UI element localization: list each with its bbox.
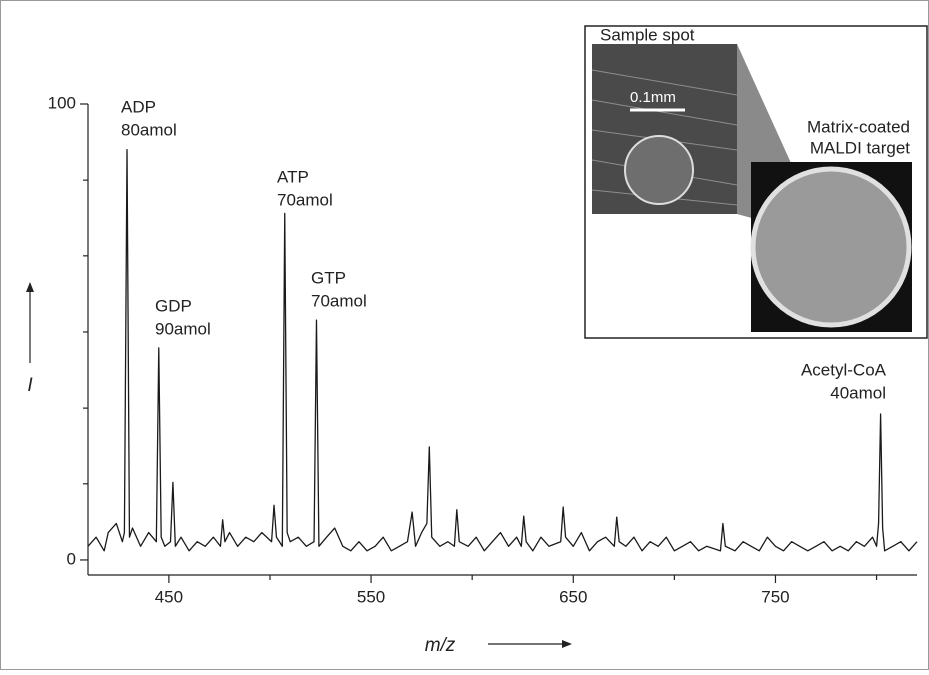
y-axis-arrowhead [26,282,34,292]
peak-label: 70amol [277,190,333,209]
inset-label: Matrix-coated [807,117,910,136]
peak-label: GTP [311,268,346,287]
peak-label: 70amol [311,291,367,310]
peak-label: 80amol [121,120,177,139]
peak-label: 90amol [155,319,211,338]
inset-label: Sample spot [600,25,695,44]
x-axis-arrowhead [562,640,572,648]
peak-label: ADP [121,97,156,116]
peak-label: ATP [277,167,309,186]
peak-label: 40amol [830,383,886,402]
scale-label: 0.1mm [630,89,676,106]
sample-spot [624,135,694,205]
y-tick-label: 100 [48,93,76,112]
peak-label: GDP [155,296,192,315]
x-tick-label: 750 [761,587,789,606]
inset: Sample spot 0.1mm Matrix-coated MALDI ta… [584,25,928,339]
target-disc [750,166,912,328]
x-tick-label: 550 [357,587,385,606]
inset-label: MALDI target [810,138,910,157]
spectrum-line [87,148,918,552]
x-tick-label: 650 [559,587,587,606]
peak-label: Acetyl-CoA [801,360,887,379]
x-axis-label: m/z [425,635,456,656]
y-axis-label: I [27,375,33,396]
x-tick-label: 450 [155,587,183,606]
y-tick-label: 0 [67,549,76,568]
